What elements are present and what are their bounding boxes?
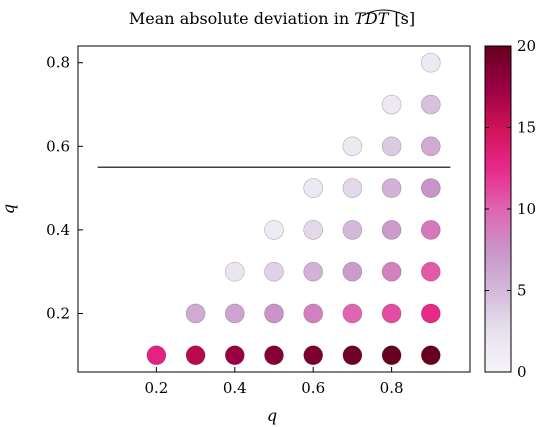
data-point — [264, 220, 284, 240]
colorbar-tick-label: 15 — [517, 119, 536, 137]
data-point — [303, 261, 324, 282]
data-points — [146, 52, 441, 366]
data-point — [185, 345, 206, 366]
axes: 0.2 0.4 0.6 0.8 0.2 0.4 0.6 0.8 — [46, 54, 451, 397]
data-point — [381, 345, 402, 366]
data-point — [420, 94, 441, 115]
data-point — [342, 136, 363, 157]
data-point — [381, 136, 402, 157]
data-point — [225, 303, 245, 324]
colorbar-tick-label: 0 — [517, 363, 527, 381]
x-tick-label: 0.2 — [144, 379, 168, 397]
x-axis-label: q — [267, 406, 277, 425]
data-point — [264, 345, 284, 366]
data-point — [420, 136, 441, 157]
x-tick-label: 0.6 — [301, 379, 325, 397]
y-axis-label: q — [0, 204, 18, 214]
data-point — [381, 94, 402, 115]
y-tick-label: 0.8 — [46, 54, 70, 72]
data-point — [303, 303, 324, 324]
colorbar-tick-label: 5 — [517, 282, 527, 300]
data-point — [381, 303, 402, 324]
data-point — [420, 303, 441, 324]
data-point — [420, 178, 441, 198]
x-tick-label: 0.8 — [380, 379, 404, 397]
data-point — [303, 220, 324, 240]
data-point — [381, 261, 402, 282]
x-tick-label: 0.4 — [223, 379, 247, 397]
data-point — [303, 178, 324, 198]
data-point — [225, 261, 245, 282]
data-point — [420, 345, 441, 366]
chart-title: Mean absolute deviation in TDT [s] — [129, 9, 415, 28]
data-point — [381, 178, 402, 198]
data-point — [342, 178, 363, 198]
y-tick-label: 0.4 — [46, 221, 70, 239]
title-symbol: TDT — [354, 9, 390, 28]
data-point — [342, 220, 363, 240]
y-tick-label: 0.2 — [46, 304, 70, 322]
y-tick-label: 0.6 — [46, 137, 70, 155]
data-point — [420, 52, 441, 73]
data-point — [420, 261, 441, 282]
data-point — [225, 345, 245, 366]
colorbar-ticks: 0 5 10 15 20 — [485, 37, 536, 381]
data-point — [264, 261, 284, 282]
data-point — [264, 303, 284, 324]
data-point — [342, 345, 363, 366]
data-point — [342, 303, 363, 324]
data-point — [146, 345, 167, 366]
data-point — [342, 261, 363, 282]
data-point — [185, 303, 206, 324]
data-point — [420, 220, 441, 240]
data-point — [303, 345, 324, 366]
colorbar-tick-label: 20 — [517, 37, 536, 55]
title-hat-accent — [361, 9, 407, 17]
data-point — [381, 220, 402, 240]
colorbar — [484, 45, 512, 373]
colorbar-tick-label: 10 — [517, 200, 536, 218]
